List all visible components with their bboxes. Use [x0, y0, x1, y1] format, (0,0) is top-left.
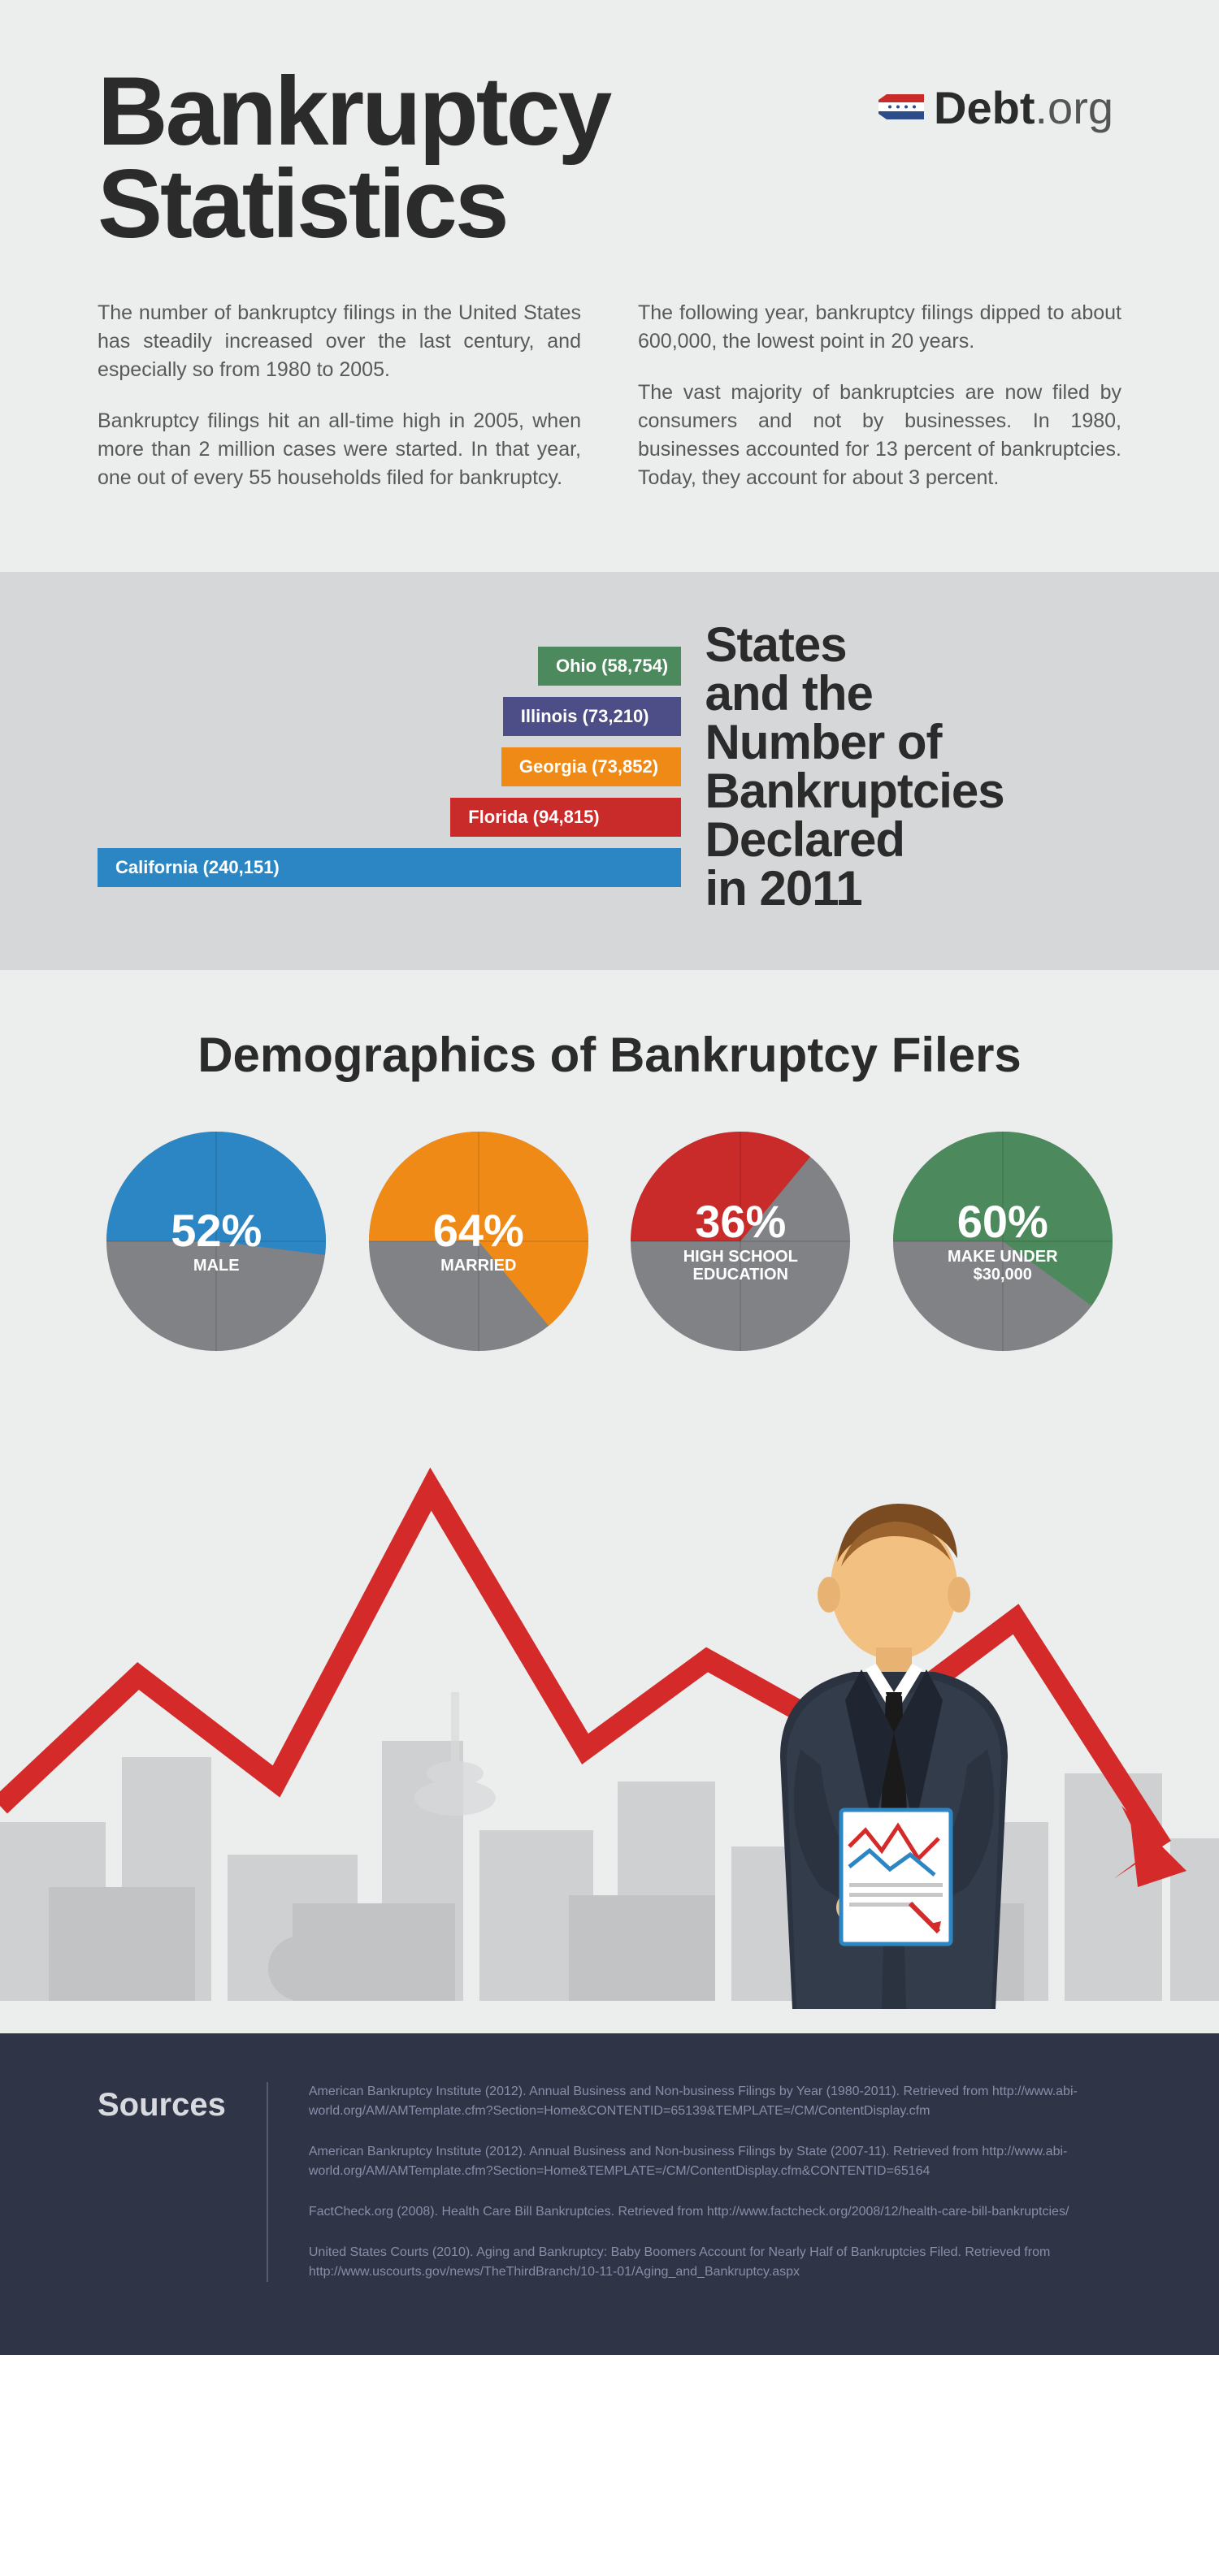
intro-para: The number of bankruptcy filings in the …	[98, 299, 581, 384]
source-item: United States Courts (2010). Aging and B…	[309, 2243, 1121, 2282]
logo-brand: Debt	[934, 82, 1035, 133]
pie-label: 64% MARRIED	[369, 1132, 588, 1351]
logo-tld: .org	[1035, 82, 1114, 133]
sources-label: Sources	[98, 2082, 268, 2282]
source-item: FactCheck.org (2008). Health Care Bill B…	[309, 2202, 1121, 2222]
bar-row: Illinois (73,210)	[98, 697, 681, 736]
bar-row: Georgia (73,852)	[98, 747, 681, 786]
bar-chart-title: Statesand theNumber ofBankruptciesDeclar…	[681, 621, 1122, 913]
pie-percent: 60%	[957, 1199, 1048, 1245]
pie-text: HIGH SCHOOLEDUCATION	[683, 1248, 798, 1284]
pie-text: MARRIED	[440, 1257, 516, 1275]
flag-icon	[878, 92, 924, 124]
pie-text: MALE	[193, 1257, 240, 1275]
intro-para: The following year, bankruptcy filings d…	[638, 299, 1121, 356]
pie-chart-row: 52% MALE 64% MARRIED 36% HIGH SCHOOLEDUC…	[65, 1132, 1154, 1351]
source-item: American Bankruptcy Institute (2012). An…	[309, 2082, 1121, 2121]
pie-chart: 52% MALE	[106, 1132, 326, 1351]
brand-logo: Debt.org	[878, 81, 1113, 134]
bar-row: California (240,151)	[98, 848, 681, 887]
infographic-page: Bankruptcy Statistics Debt.org	[0, 0, 1219, 2355]
bar: California (240,151)	[98, 848, 681, 887]
bar: Georgia (73,852)	[501, 747, 681, 786]
title-line-2: Statistics	[98, 158, 1121, 250]
demographics-section: Demographics of Bankruptcy Filers 52% MA…	[0, 970, 1219, 2033]
intro-left-col: The number of bankruptcy filings in the …	[98, 299, 581, 515]
source-item: American Bankruptcy Institute (2012). An…	[309, 2142, 1121, 2181]
pie-label: 36% HIGH SCHOOLEDUCATION	[631, 1132, 850, 1351]
pie-chart: 64% MARRIED	[369, 1132, 588, 1351]
header: Bankruptcy Statistics Debt.org	[0, 0, 1219, 299]
intro-text: The number of bankruptcy filings in the …	[0, 299, 1219, 572]
pie-percent: 64%	[433, 1208, 524, 1253]
bar: Ohio (58,754)	[538, 647, 681, 686]
pie-text: MAKE UNDER$30,000	[948, 1248, 1058, 1284]
demographics-title: Demographics of Bankruptcy Filers	[65, 1027, 1154, 1083]
pie-chart: 36% HIGH SCHOOLEDUCATION	[631, 1132, 850, 1351]
businessman-illustration	[723, 1489, 1065, 2009]
pie-label: 60% MAKE UNDER$30,000	[893, 1132, 1113, 1351]
pie-label: 52% MALE	[106, 1132, 326, 1351]
sources-list: American Bankruptcy Institute (2012). An…	[309, 2082, 1121, 2282]
bar-chart-section: Ohio (58,754) Illinois (73,210) Georgia (7…	[0, 572, 1219, 970]
bar-chart: Ohio (58,754) Illinois (73,210) Georgia (7…	[98, 647, 681, 887]
sources-footer: Sources American Bankruptcy Institute (2…	[0, 2033, 1219, 2355]
bar: Illinois (73,210)	[503, 697, 681, 736]
bar-row: Ohio (58,754)	[98, 647, 681, 686]
bar-row: Florida (94,815)	[98, 798, 681, 837]
illustration-scene	[0, 1416, 1219, 2001]
intro-para: Bankruptcy filings hit an all-time high …	[98, 407, 581, 492]
pie-percent: 52%	[171, 1208, 262, 1253]
pie-chart: 60% MAKE UNDER$30,000	[893, 1132, 1113, 1351]
bar: Florida (94,815)	[450, 798, 680, 837]
logo-text: Debt.org	[934, 81, 1113, 134]
intro-right-col: The following year, bankruptcy filings d…	[638, 299, 1121, 515]
intro-para: The vast majority of bankruptcies are no…	[638, 379, 1121, 492]
pie-percent: 36%	[695, 1199, 786, 1245]
